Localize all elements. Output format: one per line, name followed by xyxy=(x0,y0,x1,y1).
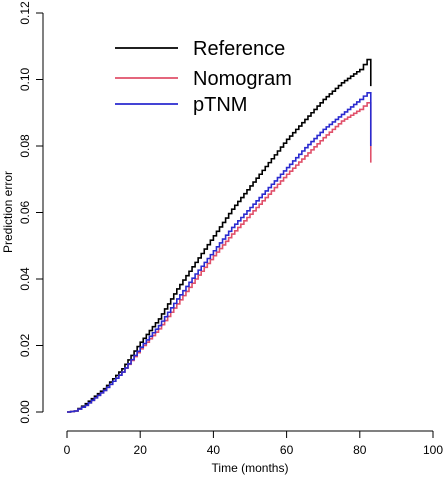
x-tick-label: 80 xyxy=(353,443,367,457)
x-tick-label: 100 xyxy=(423,443,443,457)
legend-label-nomogram: Nomogram xyxy=(193,68,292,90)
legend: Reference Nomogram pTNM xyxy=(115,38,292,116)
x-tick-label: 60 xyxy=(280,443,294,457)
y-tick-label: 0.08 xyxy=(18,134,32,158)
y-tick-label: 0.06 xyxy=(18,200,32,224)
x-tick-label: 0 xyxy=(64,443,71,457)
y-tick-label: 0.10 xyxy=(18,67,32,91)
legend-label-reference: Reference xyxy=(193,38,285,60)
legend-label-ptnm: pTNM xyxy=(193,94,247,116)
series-line-reference xyxy=(67,58,372,413)
y-tick-label: 0.04 xyxy=(18,267,32,291)
y-tick-label: 0.00 xyxy=(18,400,32,424)
y-axis-title: Prediction error xyxy=(1,171,15,253)
y-tick-label: 0.02 xyxy=(18,333,32,357)
series-line-ptnm xyxy=(67,92,372,413)
x-tick-label: 40 xyxy=(207,443,221,457)
y-tick-label: 0.12 xyxy=(18,1,32,25)
ticks-layer: 0 20 40 60 80 100 0.00 0.02 0.04 0.06 0.08 0.10 0.12 xyxy=(18,1,443,457)
x-axis-title: Time (months) xyxy=(212,461,289,475)
series-layer xyxy=(67,58,372,413)
series-line-nomogram xyxy=(67,101,372,413)
x-tick-label: 20 xyxy=(134,443,148,457)
